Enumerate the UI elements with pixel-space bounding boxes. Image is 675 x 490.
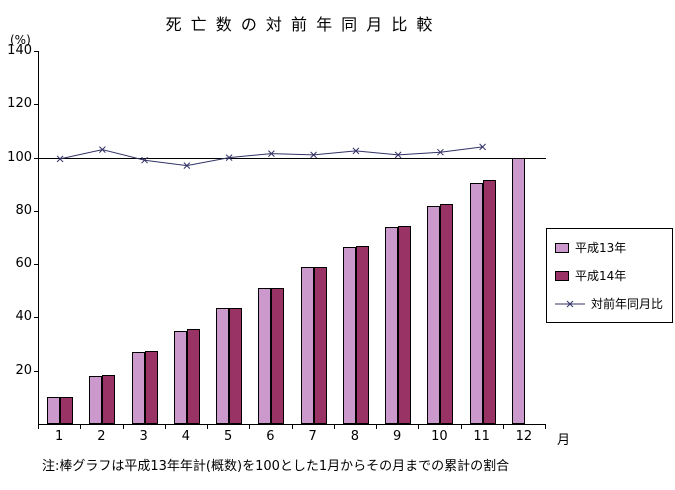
x-axis-tick-label: 5 [223,429,233,444]
y-axis-tick-label: 100 [7,149,32,165]
legend: 平成13年平成14年対前年同月比 [546,228,673,323]
line-x-marker [352,147,360,155]
x-axis-tick [545,425,546,429]
bar-series1-month10 [427,205,441,424]
x-axis-tick-label: 12 [515,429,533,444]
line-series-path [59,146,483,167]
bar-series2-month1 [60,397,74,424]
legend-label: 平成13年 [575,241,627,255]
x-axis-tick [249,425,250,429]
x-axis-tick-label: 6 [266,429,275,444]
y-axis-tick [34,157,38,159]
y-axis-tick-label: 80 [15,202,32,218]
x-axis-tick [207,425,208,429]
x-axis-tick-label: 10 [431,429,448,444]
y-axis-tick [34,317,38,319]
x-axis-tick [334,425,335,429]
x-axis-tick-label: 9 [392,429,402,444]
x-axis-unit-label: 月 [557,433,571,448]
line-x-marker [268,150,275,157]
line-series-layer [56,143,486,169]
x-axis-tick [38,425,39,429]
x-axis-tick [376,425,377,429]
x-axis-tick-label: 8 [350,429,360,444]
y-axis-tick [34,104,38,106]
line-x-marker [56,155,64,163]
y-axis-tick [34,210,38,212]
legend-line-swatch [555,300,585,307]
bar-series2-month9 [398,225,412,424]
y-axis-tick-label: 20 [15,362,32,378]
line-x-marker [394,151,402,159]
legend-bar-swatch [555,270,569,281]
bar-series1-month8 [342,246,356,424]
chart-title: 死 亡 数 の 対 前 年 同 月 比 較 [165,15,435,34]
bar-series1-month1 [47,397,61,424]
y-axis-tick [34,370,38,372]
x-axis-tick-label: 1 [54,429,64,444]
line-x-marker [310,151,317,159]
x-axis-tick [80,425,81,429]
x-axis-tick [503,425,504,429]
x-axis-tick-label: 7 [308,429,317,444]
x-axis-tick-label: 4 [181,429,191,444]
x-axis-tick [461,425,462,429]
legend-item-2: 平成14年 [555,267,672,284]
legend-item-1: 平成13年 [555,239,672,256]
line-x-marker [225,154,233,161]
y-axis-tick-label: 120 [7,96,32,112]
x-axis-tick-label: 2 [97,429,106,444]
line-x-marker [99,146,106,153]
bar-series2-month6 [271,288,285,424]
bar-series2-month7 [313,266,327,424]
legend-bar-swatch [555,242,569,253]
footnote: 注:棒グラフは平成13年年計(概数)を100とした1月からその月までの累計の割合 [42,459,510,474]
bar-series1-month11 [469,182,483,424]
bar-series1-month12 [511,157,525,424]
bar-series2-month3 [144,350,158,424]
bar-series2-month8 [355,245,369,424]
bar-series2-month4 [186,329,200,424]
x-axis-tick [165,425,166,429]
bar-series1-month2 [89,376,103,424]
x-axis-tick [292,425,293,429]
reference-line-100 [39,158,546,159]
x-axis-tick-label: 3 [139,429,148,444]
legend-item-3: 対前年同月比 [555,295,672,312]
line-x-marker [437,148,444,156]
x-axis-tick [418,425,419,429]
bar-series2-month2 [102,374,116,424]
bar-series2-month11 [482,180,496,424]
y-axis-unit-label: (%) [10,33,31,47]
bar-series1-month4 [173,330,187,425]
y-axis-tick-label: 60 [15,256,32,272]
bar-series1-month9 [385,226,399,424]
x-axis-tick [123,425,124,429]
bar-series1-month6 [258,288,272,424]
bar-series1-month3 [131,352,145,424]
y-axis-tick-label: 140 [7,43,32,58]
bar-series2-month5 [229,308,243,424]
line-x-marker [183,162,191,169]
legend-label: 対前年同月比 [591,297,664,311]
line-x-marker [479,143,486,151]
y-axis-tick [34,264,38,266]
line-x-marker [141,156,148,164]
legend-label: 平成14年 [575,269,627,283]
x-axis-tick-label: 11 [473,429,490,444]
bar-series1-month7 [300,266,314,424]
y-axis-tick [34,51,38,52]
y-axis-tick-label: 40 [15,309,32,325]
plot-area [38,51,546,425]
bar-series2-month10 [440,204,454,424]
bar-series1-month5 [216,308,230,424]
